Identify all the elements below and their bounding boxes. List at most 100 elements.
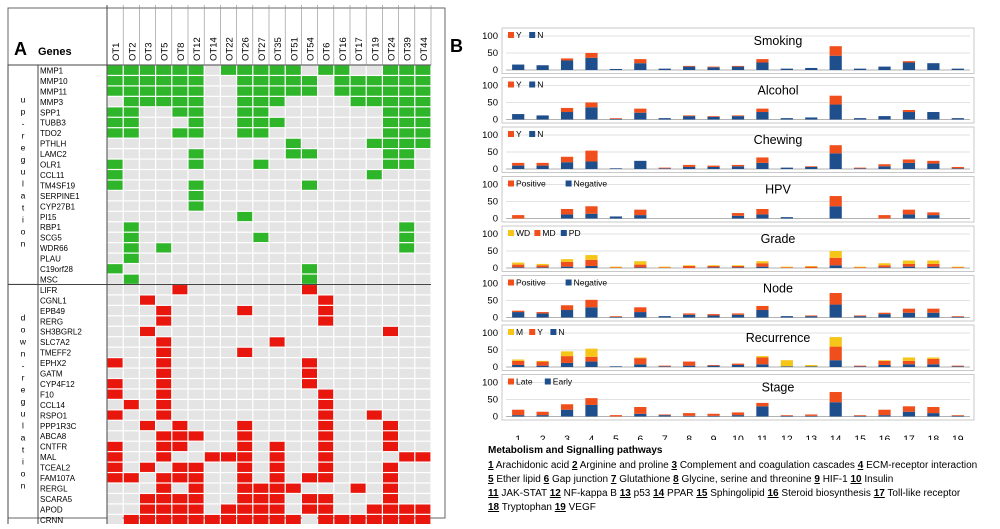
heatmap-cell (350, 441, 366, 452)
legend-label: N (537, 129, 543, 139)
heatmap-cell (366, 514, 382, 525)
heatmap-cell (140, 462, 155, 472)
heatmap-cell (366, 358, 382, 368)
heatmap-cell (399, 514, 415, 525)
chart-frame (501, 324, 975, 371)
y-tick-label: 0 (493, 214, 498, 225)
bar-segment (560, 156, 574, 163)
bar-segment (609, 267, 622, 268)
bar-segment (536, 165, 549, 169)
heatmap-cell (237, 274, 253, 284)
heatmap-cell (415, 159, 431, 169)
heatmap-cell (318, 107, 334, 117)
heatmap-cell (269, 347, 285, 357)
bar-segment (585, 299, 598, 308)
heatmap-cell (221, 211, 236, 222)
heatmap-cell (415, 410, 431, 420)
heatmap-cell (285, 483, 301, 493)
heatmap-cell (172, 295, 188, 305)
heatmap-cell (156, 494, 172, 504)
heatmap-cell (140, 473, 155, 483)
heatmap-cell (140, 243, 155, 253)
heatmap-cell (334, 379, 350, 389)
pathway-number: 7 (610, 474, 617, 485)
heatmap-cell (399, 431, 415, 441)
bar-segment (634, 209, 647, 216)
bar-segment (707, 66, 720, 68)
heatmap-cell (334, 232, 350, 243)
bar-segment (780, 366, 793, 367)
y-tick-label: 0 (493, 412, 498, 423)
heatmap-cell (140, 389, 155, 399)
heatmap-cell (269, 483, 285, 493)
bar-segment (854, 366, 867, 367)
heatmap-cell (350, 149, 366, 159)
heatmap-cell (269, 149, 285, 159)
bar-segment (731, 415, 745, 417)
heatmap-cell (415, 128, 431, 138)
heatmap-cell (302, 389, 317, 399)
heatmap-cell (188, 180, 204, 190)
heatmap-cell (237, 128, 253, 138)
heatmap-cell (253, 337, 269, 347)
heatmap-cell (366, 96, 382, 107)
legend-label: N (558, 327, 564, 337)
heatmap-cell (156, 326, 172, 337)
heatmap-cell (188, 211, 204, 222)
heatmap-cell (269, 379, 285, 389)
x-tick-label: 4 (589, 434, 595, 441)
heatmap-cell (318, 285, 334, 295)
heatmap-cell (399, 452, 415, 462)
heatmap-cell (172, 452, 188, 462)
column-label: OT3 (144, 43, 155, 61)
heatmap-cell (237, 347, 253, 357)
heatmap-cell (188, 410, 204, 420)
bar-segment (927, 163, 940, 169)
heatmap-cell (123, 347, 139, 357)
heatmap-cell (350, 76, 366, 86)
bar-segment (609, 366, 622, 367)
heatmap-cell (253, 400, 269, 410)
heatmap-cell (156, 462, 172, 472)
heatmap-cell (269, 128, 285, 138)
heatmap-cell (415, 222, 431, 232)
heatmap-cell (237, 159, 253, 169)
gene-label: CYP4F12 (40, 380, 75, 389)
heatmap-cell (399, 504, 415, 514)
bar-segment (609, 118, 622, 120)
bar-segment (658, 366, 671, 367)
bar-segment (512, 409, 525, 416)
gene-label: SLC7A2 (40, 338, 70, 347)
gene-label: ABCA8 (40, 432, 67, 441)
group-label-char: i (22, 215, 24, 225)
legend-label: MD (542, 228, 555, 238)
bar-segment (927, 215, 940, 219)
heatmap-cell (156, 316, 172, 326)
heatmap-cell (383, 107, 398, 117)
heatmap-cell (302, 264, 317, 274)
heatmap-cell (302, 211, 317, 222)
heatmap-cell (123, 420, 139, 431)
bar-segment (927, 112, 940, 120)
heatmap-cell (415, 264, 431, 274)
heatmap-cell (123, 431, 139, 441)
gene-heatmap: A Genes OT1 OT2 OT3 OT5 OT8 OT12 OT14 OT22 OT26 OT2… (7, 5, 446, 526)
bar-segment (829, 145, 842, 154)
heatmap-cell (237, 431, 253, 441)
heatmap-cell (366, 400, 382, 410)
heatmap-cell (269, 514, 285, 525)
heatmap-cell (285, 379, 301, 389)
legend-label: N (537, 80, 543, 90)
heatmap-cell (172, 494, 188, 504)
heatmap-cell (188, 420, 204, 431)
y-tick-label: 0 (493, 115, 498, 126)
x-tick-label: 5 (613, 434, 619, 441)
heatmap-cell (156, 180, 172, 190)
gene-label: FAM107A (40, 474, 76, 483)
heatmap-cell (123, 211, 139, 222)
heatmap-cell (285, 180, 301, 190)
heatmap-cell (383, 201, 398, 211)
bar-segment (683, 166, 696, 169)
heatmap-cell (302, 410, 317, 420)
heatmap-cell (334, 337, 350, 347)
